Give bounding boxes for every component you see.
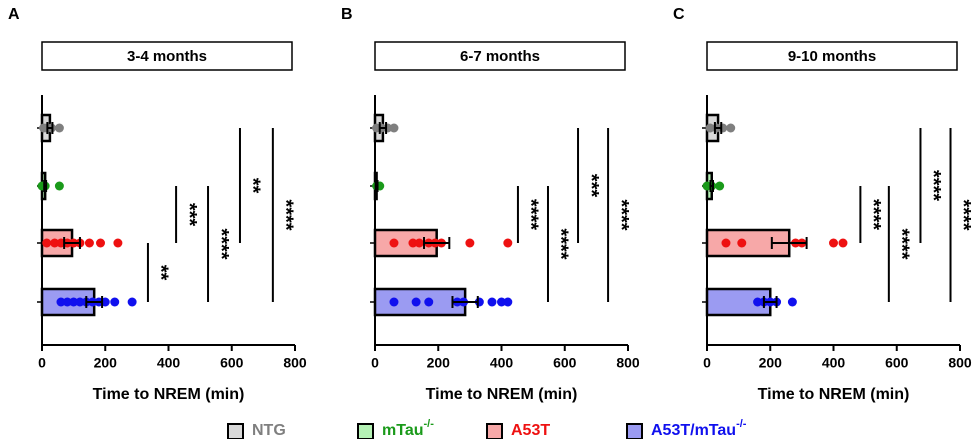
data-point (389, 297, 399, 307)
data-point (408, 238, 418, 248)
significance-label: ** (150, 265, 172, 281)
panel-letter: C (673, 6, 685, 23)
x-tick-label: 200 (94, 355, 118, 371)
x-axis-label: Time to NREM (min) (758, 386, 910, 403)
x-tick-label: 0 (703, 355, 711, 371)
data-point (389, 123, 399, 133)
x-tick-label: 800 (616, 355, 640, 371)
data-point (411, 297, 421, 307)
x-tick-label: 400 (157, 355, 181, 371)
data-point (503, 297, 513, 307)
x-tick-label: 600 (885, 355, 909, 371)
panel-letter: B (341, 6, 353, 23)
data-point (465, 238, 475, 248)
significance-label: **** (952, 199, 974, 230)
significance-label: **** (610, 199, 632, 230)
x-tick-label: 200 (427, 355, 451, 371)
significance-label: **** (210, 228, 232, 259)
data-point (389, 238, 399, 248)
legend-swatch (357, 423, 374, 439)
data-point (753, 297, 763, 307)
significance-label: **** (862, 199, 884, 230)
data-point (62, 297, 72, 307)
data-point (787, 297, 797, 307)
x-tick-label: 600 (220, 355, 244, 371)
x-axis-label: Time to NREM (min) (93, 386, 245, 403)
data-point (75, 297, 85, 307)
x-tick-label: 600 (553, 355, 577, 371)
significance-label: ** (242, 178, 264, 194)
x-tick-label: 400 (822, 355, 846, 371)
title-box (41, 41, 293, 71)
significance-label: **** (891, 228, 913, 259)
significance-label: **** (275, 199, 297, 230)
data-point (50, 238, 60, 248)
legend-swatch (227, 423, 244, 439)
x-tick-label: 800 (948, 355, 972, 371)
panel-title: 3-4 months (127, 48, 207, 65)
data-point (110, 297, 120, 307)
legend-swatch (486, 423, 503, 439)
data-point (838, 238, 848, 248)
data-point (705, 123, 715, 133)
data-point (56, 297, 66, 307)
legend-superscript: -/- (423, 418, 434, 430)
data-point (737, 238, 747, 248)
data-point (69, 297, 79, 307)
x-axis-label: Time to NREM (min) (426, 386, 578, 403)
data-point (127, 297, 137, 307)
panel-letter: A (8, 6, 20, 23)
significance-label: **** (520, 199, 542, 230)
data-point (829, 238, 838, 248)
data-point (726, 123, 736, 133)
x-tick-label: 0 (371, 355, 379, 371)
data-point (487, 297, 497, 307)
data-point (715, 181, 725, 191)
legend-swatch (626, 423, 643, 439)
x-tick-label: 800 (283, 355, 307, 371)
bar (705, 228, 791, 258)
panel-title: 6-7 months (460, 48, 540, 65)
data-point (96, 238, 106, 248)
data-point (54, 181, 64, 191)
data-point (414, 238, 424, 248)
data-point (497, 297, 506, 307)
legend-label: NTG (252, 422, 286, 439)
data-point (721, 238, 731, 248)
x-tick-label: 0 (38, 355, 46, 371)
legend-name: A53T/mTau (651, 422, 736, 439)
title-box (706, 41, 958, 71)
legend-name: mTau (382, 422, 423, 439)
legend-name: A53T (511, 422, 550, 439)
legend-name: NTG (252, 422, 286, 439)
data-point (113, 238, 123, 248)
legend-superscript: -/- (736, 418, 747, 430)
data-point (424, 297, 434, 307)
significance-label: **** (922, 170, 944, 201)
legend-label: A53T/mTau-/- (651, 418, 747, 439)
x-tick-label: 200 (759, 355, 783, 371)
legend-label: mTau-/- (382, 418, 434, 439)
x-tick-label: 400 (490, 355, 514, 371)
legend-label: A53T (511, 422, 550, 439)
significance-label: **** (550, 228, 572, 259)
title-box (374, 41, 626, 71)
data-point (84, 238, 94, 248)
data-point (503, 238, 513, 248)
significance-label: *** (178, 203, 200, 227)
significance-label: *** (580, 174, 602, 198)
panel-title: 9-10 months (788, 48, 876, 65)
data-point (54, 123, 64, 133)
data-point (42, 238, 52, 248)
